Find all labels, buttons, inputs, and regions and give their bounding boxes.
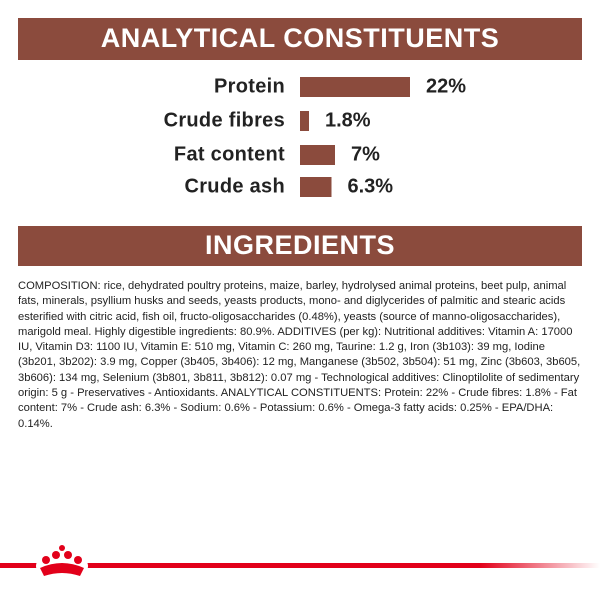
value-label: 7% (351, 143, 380, 165)
logo (36, 545, 88, 580)
header-band (18, 226, 582, 266)
value-label: 22% (426, 75, 466, 97)
bar (300, 77, 410, 97)
category-label: Protein (214, 75, 285, 97)
bar (300, 145, 335, 165)
category-label: Crude fibres (164, 109, 285, 131)
value-label: 1.8% (325, 109, 371, 131)
bar (300, 177, 332, 197)
section-title: INGREDIENTS (205, 230, 395, 260)
bar (300, 111, 309, 131)
chart-title: ANALYTICAL CONSTITUENTS (101, 23, 500, 53)
category-label: Crude ash (184, 175, 285, 197)
value-label: 6.3% (348, 175, 394, 197)
category-label: Fat content (174, 143, 285, 165)
footer-line (0, 563, 600, 568)
ingredients-text: COMPOSITION: rice, dehydrated poultry pr… (18, 280, 581, 430)
header-band (18, 18, 582, 60)
